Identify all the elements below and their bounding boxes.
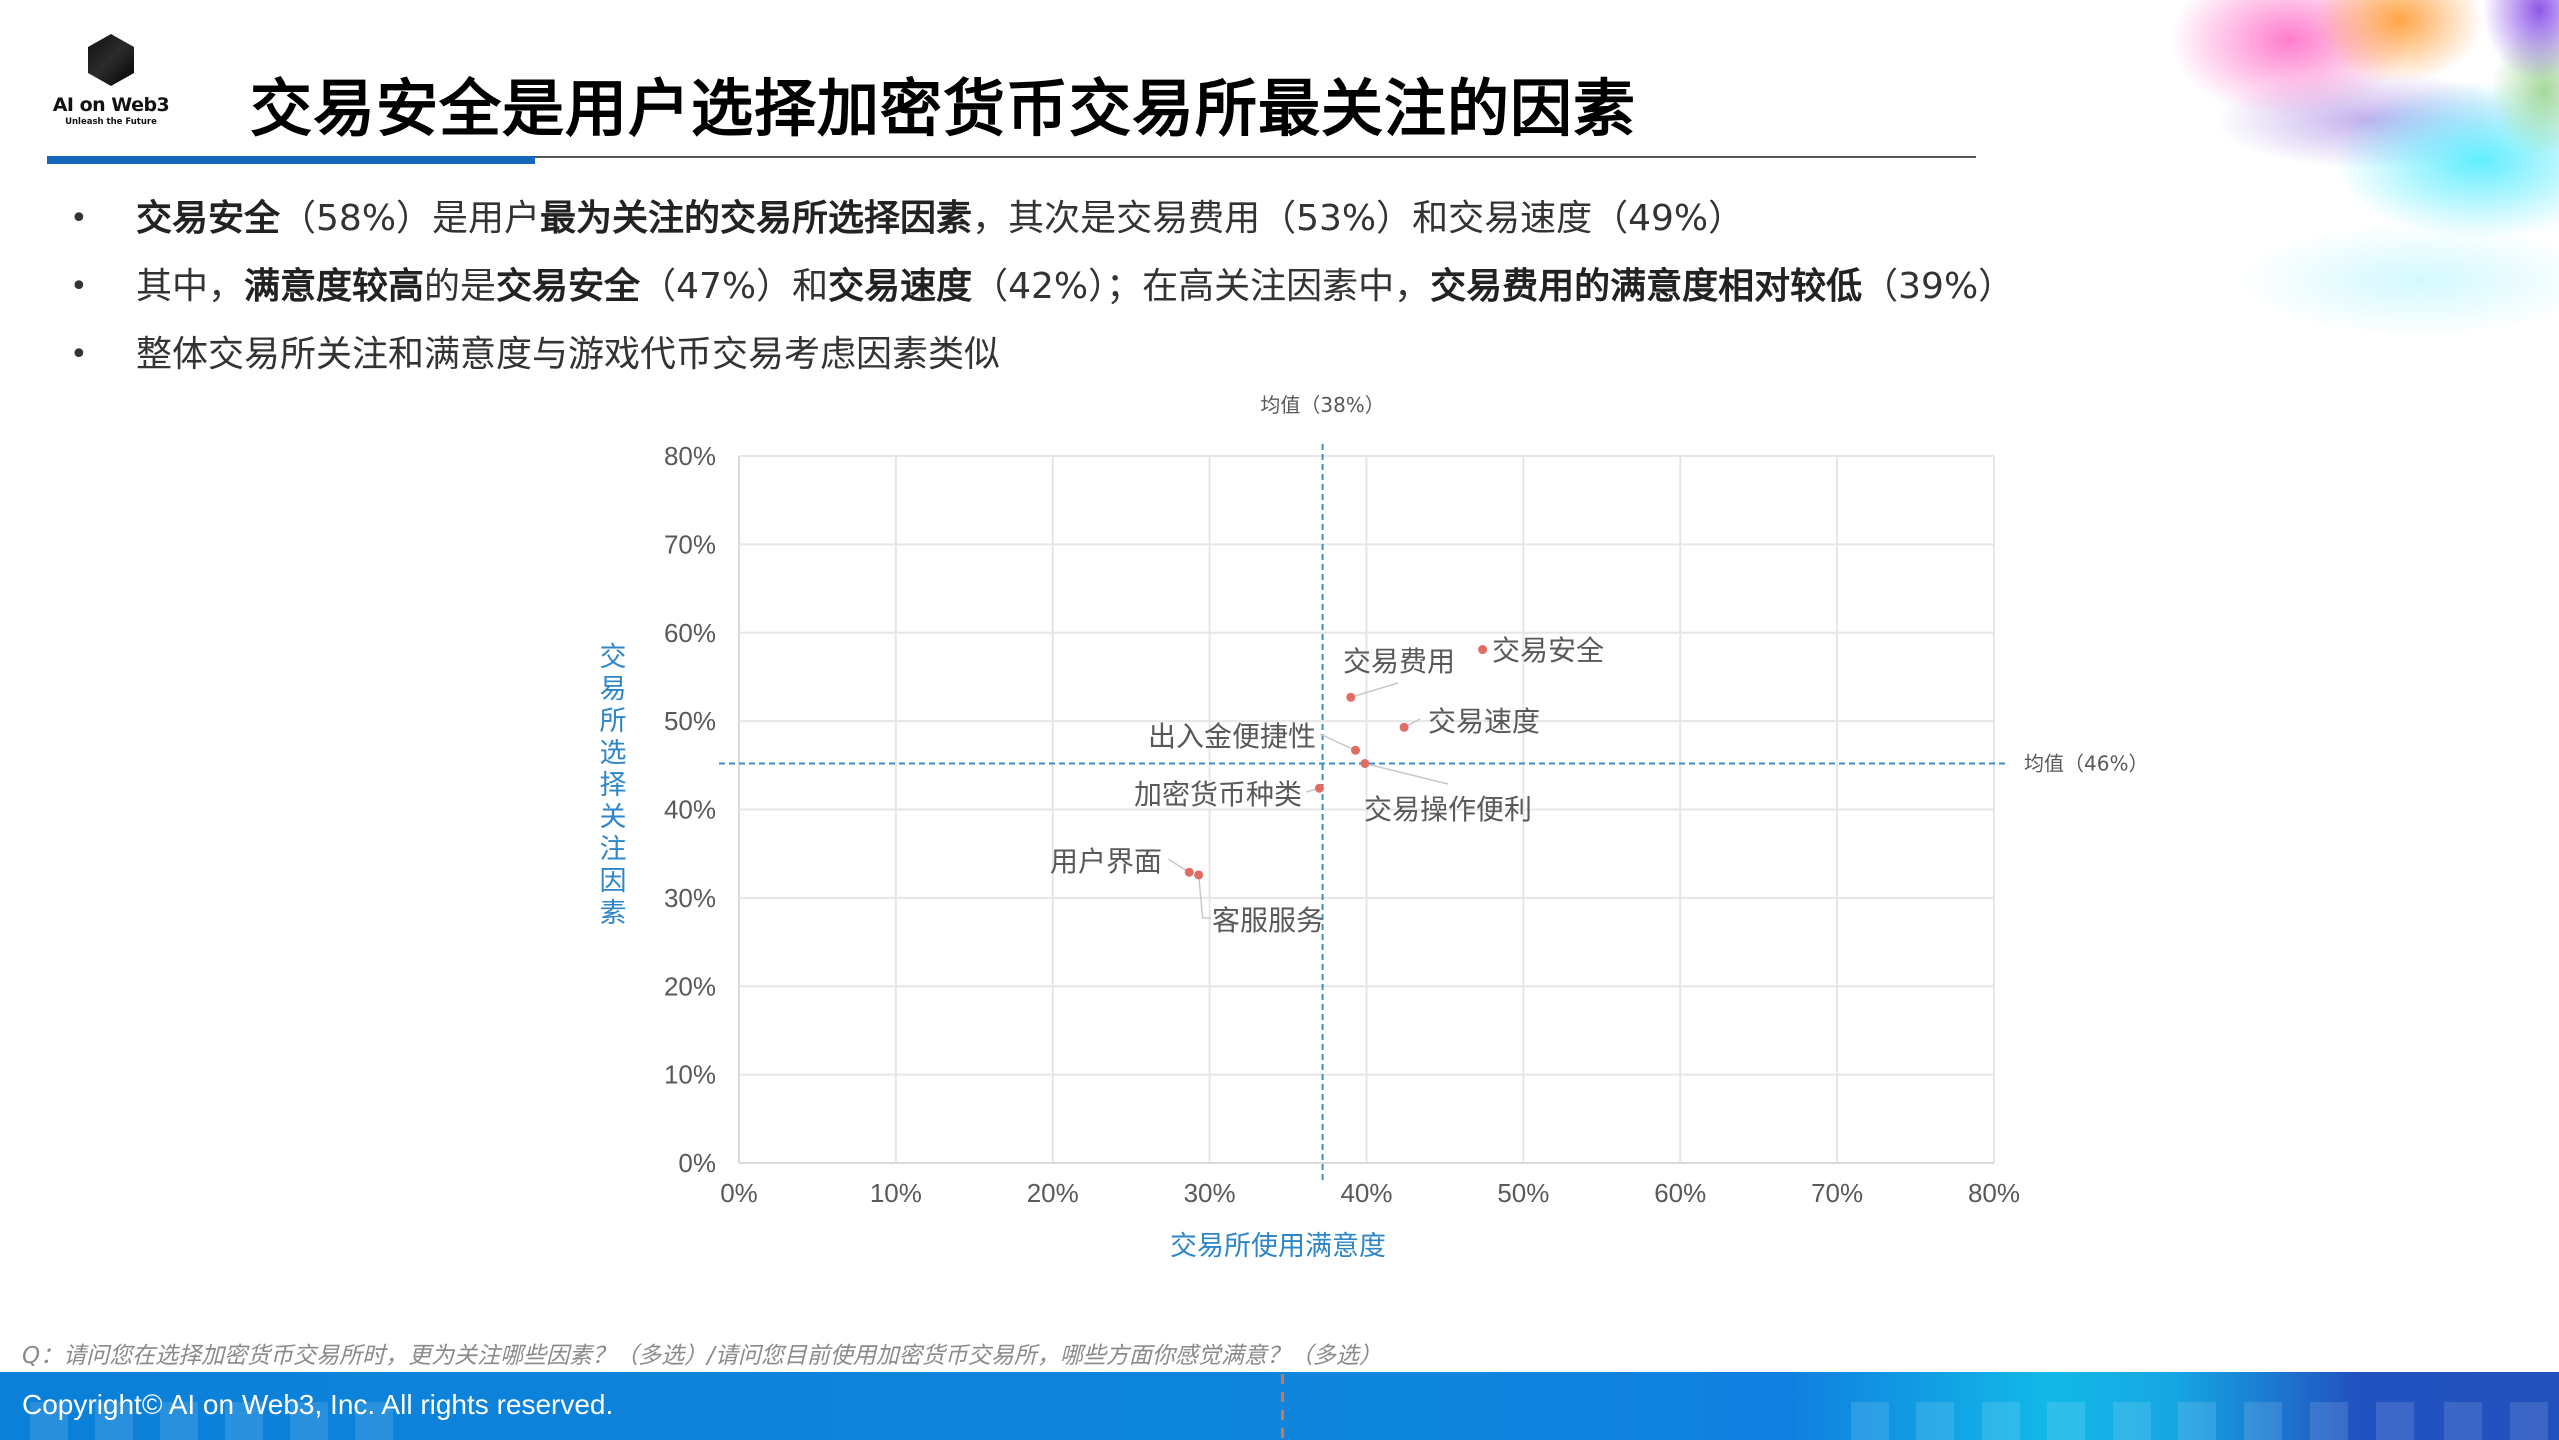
bullet-text: 其中，满意度较高的是交易安全（47%）和交易速度（42%）；在高关注因素中，交易… bbox=[136, 258, 2014, 316]
svg-text:素: 素 bbox=[600, 898, 627, 929]
bullet-emphasis: 交易安全 bbox=[136, 198, 281, 239]
chart-grid bbox=[738, 455, 1995, 1164]
page-title: 交易安全是用户选择加密货币交易所最关注的因素 bbox=[250, 72, 1637, 145]
data-point[interactable] bbox=[1314, 783, 1324, 793]
footer-copyright: Copyright© AI on Web3, Inc. All rights r… bbox=[22, 1389, 614, 1420]
y-tick-label: 50% bbox=[664, 706, 716, 736]
x-tick-label: 60% bbox=[1654, 1178, 1706, 1208]
bullet-emphasis: 交易费用的满意度相对较低 bbox=[1430, 266, 1863, 307]
y-tick-label: 20% bbox=[664, 971, 716, 1001]
bullet-emphasis: 满意度较高 bbox=[244, 266, 425, 307]
data-point[interactable] bbox=[1399, 722, 1409, 732]
bullet-dot-icon: • bbox=[70, 337, 88, 372]
bullet-segment: （47%）和 bbox=[640, 266, 829, 307]
bullet-segment: 整体交易所关注和满意度与游戏代币交易考虑因素类似 bbox=[136, 334, 1001, 375]
data-point[interactable] bbox=[1360, 759, 1370, 769]
mean-label-x: 均值（38%） bbox=[1260, 393, 1384, 417]
bullet-text: 交易安全（58%）是用户最为关注的交易所选择因素，其次是交易费用（53%）和交易… bbox=[136, 190, 1744, 248]
x-tick-label: 10% bbox=[870, 1178, 922, 1208]
x-axis-title: 交易所使用满意度 bbox=[1170, 1231, 1386, 1262]
mean-label-y: 均值（46%） bbox=[2024, 752, 2148, 776]
data-point[interactable] bbox=[1346, 692, 1356, 702]
data-point-label: 交易安全 bbox=[1492, 634, 1604, 667]
axis-ticks: 0% 10% 20% 30% 40% 50% 60% 70% 80% 0% 10% 20% 30% 40%… bbox=[664, 441, 2020, 1208]
y-tick-label: 80% bbox=[664, 441, 716, 471]
title-accent-bar bbox=[47, 156, 535, 164]
data-point-label: 用户界面 bbox=[1050, 845, 1162, 878]
data-point-label: 出入金便捷性 bbox=[1148, 720, 1316, 753]
leader-line bbox=[1319, 733, 1356, 751]
bullet-segment: （39%） bbox=[1862, 266, 2015, 307]
x-tick-label: 80% bbox=[1968, 1178, 2020, 1208]
svg-text:所: 所 bbox=[600, 706, 627, 737]
bullet-emphasis: 交易安全 bbox=[496, 266, 641, 307]
bullet-emphasis: 最为关注的交易所选择因素 bbox=[540, 198, 973, 239]
logo-name: AI on Web3 bbox=[52, 94, 170, 116]
leader-line bbox=[1197, 874, 1212, 919]
data-point[interactable] bbox=[1478, 645, 1488, 655]
bullet-segment: （58%）是用户 bbox=[280, 198, 541, 239]
x-tick-label: 20% bbox=[1027, 1178, 1079, 1208]
svg-text:交: 交 bbox=[600, 642, 627, 673]
reference-lines: 均值（38%） 均值（46%） bbox=[719, 393, 2148, 1183]
leader-line bbox=[1350, 682, 1399, 698]
x-tick-label: 40% bbox=[1340, 1178, 1392, 1208]
bullet-segment: 的是 bbox=[424, 266, 497, 307]
survey-question-note: Q：请问您在选择加密货币交易所时，更为关注哪些因素？（多选）/请问您目前使用加密… bbox=[22, 1343, 1382, 1369]
title-divider bbox=[47, 156, 1976, 158]
svg-text:注: 注 bbox=[600, 834, 627, 865]
y-tick-label: 10% bbox=[664, 1060, 716, 1090]
footer-divider bbox=[1281, 1374, 1284, 1438]
svg-text:易: 易 bbox=[600, 674, 627, 705]
bullet-dot-icon: • bbox=[70, 269, 88, 304]
y-tick-label: 40% bbox=[664, 795, 716, 825]
svg-text:选: 选 bbox=[600, 738, 627, 769]
x-tick-label: 0% bbox=[720, 1178, 758, 1208]
x-tick-label: 70% bbox=[1811, 1178, 1863, 1208]
y-tick-label: 60% bbox=[664, 618, 716, 648]
y-tick-label: 70% bbox=[664, 529, 716, 559]
data-point[interactable] bbox=[1184, 867, 1194, 877]
bullet-segment: ，其次是交易费用（53%）和交易速度（49%） bbox=[972, 198, 1745, 239]
bullet-segment: （42%）；在高关注因素中， bbox=[972, 266, 1431, 307]
scatter-chart: 0% 10% 20% 30% 40% 50% 60% 70% 80% 0% 10% 20% 30% 40%… bbox=[600, 393, 2149, 1262]
data-point-label: 交易操作便利 bbox=[1364, 793, 1532, 826]
data-point[interactable] bbox=[1351, 745, 1361, 755]
data-point-label: 交易费用 bbox=[1343, 645, 1455, 678]
leader-line bbox=[1364, 762, 1449, 785]
svg-text:择: 择 bbox=[600, 770, 627, 801]
bullet-text: 整体交易所关注和满意度与游戏代币交易考虑因素类似 bbox=[136, 326, 1000, 384]
bullet-segment: 其中， bbox=[136, 266, 245, 307]
y-tick-label: 30% bbox=[664, 883, 716, 913]
bullet-emphasis: 交易速度 bbox=[828, 266, 973, 307]
x-tick-label: 50% bbox=[1497, 1178, 1549, 1208]
svg-text:因: 因 bbox=[600, 866, 627, 897]
svg-text:关: 关 bbox=[600, 802, 627, 833]
data-point[interactable] bbox=[1194, 870, 1204, 880]
bullet-dot-icon: • bbox=[70, 201, 88, 236]
data-point-label: 客服服务 bbox=[1212, 904, 1324, 937]
data-point-label: 加密货币种类 bbox=[1134, 778, 1302, 811]
data-point-label: 交易速度 bbox=[1428, 705, 1540, 738]
x-tick-label: 30% bbox=[1184, 1178, 1236, 1208]
y-tick-label: 0% bbox=[678, 1148, 716, 1178]
footer-bar bbox=[0, 1372, 2559, 1440]
logo-tagline: Unleash the Future bbox=[65, 117, 157, 127]
